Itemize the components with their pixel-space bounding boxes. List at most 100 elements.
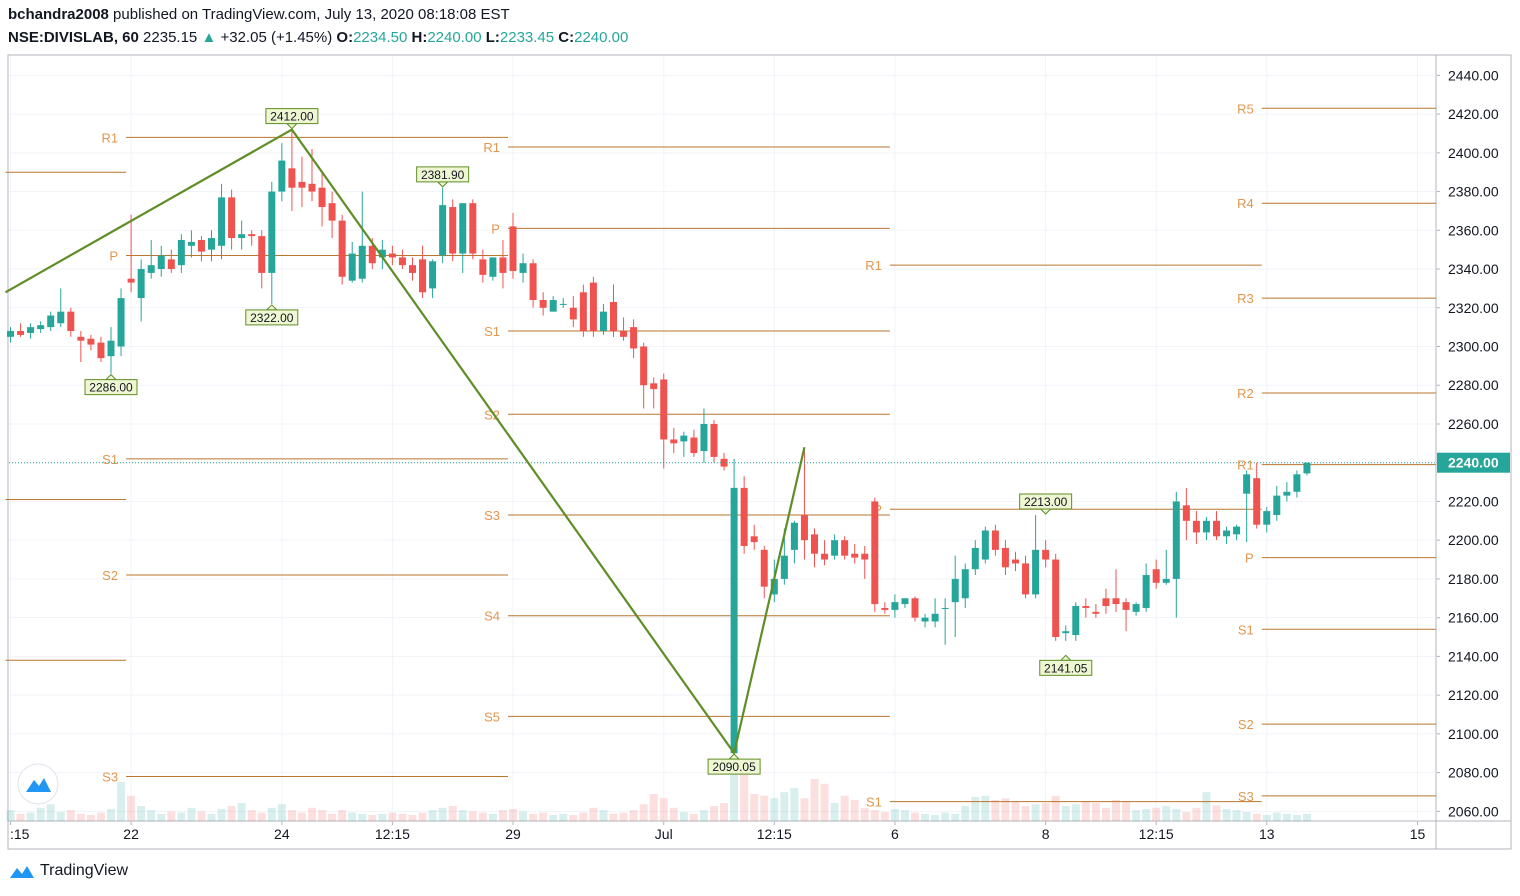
candle[interactable] (107, 327, 115, 374)
candle[interactable] (509, 212, 517, 279)
candle[interactable] (811, 528, 818, 568)
candle[interactable] (449, 199, 457, 262)
candle[interactable] (298, 156, 306, 208)
candle[interactable] (419, 245, 427, 299)
candle[interactable] (208, 230, 215, 262)
candle[interactable] (17, 323, 25, 337)
brand[interactable]: TradingView (8, 862, 128, 880)
candle[interactable] (187, 230, 195, 258)
candle[interactable] (991, 524, 999, 556)
candle[interactable] (1012, 551, 1019, 572)
candle[interactable] (1152, 559, 1160, 589)
candle[interactable] (911, 596, 919, 622)
candle[interactable] (589, 276, 597, 337)
candle[interactable] (720, 453, 728, 471)
candle[interactable] (1122, 598, 1130, 632)
candle[interactable] (650, 377, 658, 409)
candle[interactable] (800, 449, 808, 560)
candle[interactable] (620, 317, 628, 341)
candle[interactable] (177, 234, 185, 273)
candle[interactable] (680, 431, 688, 457)
candle[interactable] (27, 323, 35, 339)
candle[interactable] (569, 296, 577, 328)
candle[interactable] (57, 288, 65, 328)
candle[interactable] (790, 520, 798, 564)
candle[interactable] (1293, 470, 1301, 498)
candle[interactable] (338, 214, 346, 285)
candle[interactable] (529, 259, 537, 308)
candle[interactable] (861, 545, 869, 579)
candle[interactable] (539, 292, 547, 316)
candle[interactable] (1182, 487, 1190, 541)
candle[interactable] (67, 307, 75, 337)
candle[interactable] (409, 257, 416, 281)
candle[interactable] (760, 545, 768, 599)
candle[interactable] (429, 259, 437, 299)
candle[interactable] (921, 613, 929, 628)
candle[interactable] (881, 602, 889, 614)
candle[interactable] (1072, 602, 1080, 641)
chart-logo-button[interactable] (17, 763, 59, 805)
candle[interactable] (951, 555, 959, 638)
candle[interactable] (931, 598, 939, 628)
candle[interactable] (479, 249, 487, 283)
candle[interactable] (710, 420, 718, 463)
candle[interactable] (1263, 507, 1271, 533)
candle[interactable] (579, 284, 587, 337)
candle[interactable] (1273, 485, 1281, 521)
candle[interactable] (1303, 462, 1311, 476)
candle[interactable] (1062, 625, 1070, 641)
candle[interactable] (499, 239, 507, 289)
candle[interactable] (599, 303, 607, 335)
candle[interactable] (258, 230, 266, 289)
candle[interactable] (1052, 553, 1060, 641)
candle[interactable] (439, 187, 447, 264)
candle[interactable] (630, 319, 638, 359)
candle[interactable] (228, 189, 236, 250)
candle[interactable] (167, 249, 175, 273)
candle[interactable] (248, 230, 256, 246)
candle[interactable] (117, 288, 125, 357)
candle[interactable] (891, 594, 899, 618)
candle[interactable] (37, 321, 45, 333)
candle[interactable] (971, 540, 979, 576)
candle[interactable] (218, 183, 226, 260)
candle[interactable] (288, 129, 296, 211)
candle[interactable] (670, 427, 678, 454)
candle[interactable] (398, 249, 406, 270)
candle[interactable] (750, 524, 758, 550)
candle[interactable] (97, 336, 105, 362)
candle[interactable] (7, 327, 14, 343)
candle[interactable] (318, 172, 326, 227)
candle[interactable] (1032, 515, 1040, 599)
author-name[interactable]: bchandra2008 (8, 6, 109, 23)
candle[interactable] (1213, 511, 1220, 541)
candle[interactable] (941, 598, 949, 645)
candle[interactable] (127, 214, 135, 293)
candle[interactable] (378, 239, 386, 270)
time-axis[interactable]: :15 22 24 12:15 29 Jul 12:15 6 8 12:15 13 15 (10, 821, 1425, 842)
candle[interactable] (559, 298, 567, 308)
candle[interactable] (901, 598, 909, 608)
candle[interactable] (47, 311, 55, 332)
candle[interactable] (1202, 516, 1210, 541)
candle[interactable] (700, 408, 708, 463)
candle[interactable] (278, 143, 286, 202)
candle[interactable] (1092, 604, 1100, 618)
candle[interactable] (1022, 555, 1030, 599)
candle[interactable] (730, 458, 738, 754)
candle[interactable] (1102, 588, 1110, 614)
candle[interactable] (489, 257, 497, 281)
candle[interactable] (1162, 549, 1170, 585)
candle[interactable] (821, 540, 829, 566)
candle[interactable] (1192, 511, 1200, 545)
candle[interactable] (77, 331, 85, 362)
candle[interactable] (157, 245, 165, 277)
candle[interactable] (1142, 563, 1150, 612)
candle[interactable] (268, 181, 276, 304)
candle[interactable] (519, 253, 527, 283)
candle[interactable] (831, 534, 839, 560)
candle[interactable] (1223, 526, 1231, 545)
candle[interactable] (961, 563, 969, 608)
